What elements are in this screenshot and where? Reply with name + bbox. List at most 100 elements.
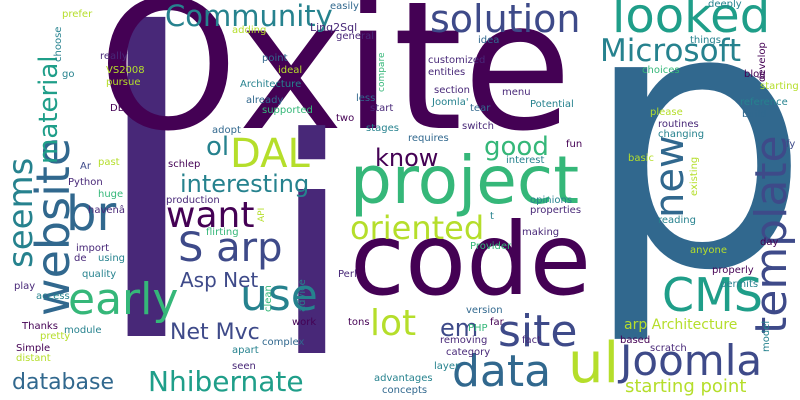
word-distant: distant: [16, 353, 51, 364]
word-pursue: pursue: [106, 77, 141, 88]
word-microsoft: Microsoft: [600, 33, 742, 69]
word-adopt: adopt: [212, 125, 241, 136]
word-choose: choose: [53, 26, 64, 62]
word-build: build: [742, 109, 767, 120]
word-menu: menu: [502, 87, 531, 98]
word-reading: reading: [658, 215, 696, 226]
word-linq2sql: Linq2Sql: [310, 21, 358, 34]
word-p: p: [582, 0, 800, 349]
word-routines: routines: [658, 119, 699, 130]
word-interesting: interesting: [180, 170, 310, 198]
word-production: production: [166, 195, 220, 206]
word-quality: quality: [82, 269, 117, 280]
word-l: l: [88, 0, 205, 400]
word-really: really: [100, 51, 128, 62]
word-ar: Ar: [80, 161, 91, 172]
word-scratch: scratch: [650, 343, 687, 354]
word-apart: apart: [232, 345, 259, 356]
word-oxite: Oxite: [98, 0, 573, 170]
word-python: Python: [68, 177, 103, 188]
word-existing: existing: [689, 156, 700, 196]
word-joomla: Joomla: [620, 336, 763, 385]
word-php: PHP: [468, 323, 488, 334]
word-advice: advice: [297, 279, 308, 312]
word-permits: permits: [720, 279, 759, 290]
word-develop: develop: [757, 42, 768, 82]
word-use: use: [240, 270, 318, 321]
word-net-mvc: Net Mvc: [170, 320, 260, 345]
word-br: br: [66, 186, 117, 242]
word-past: past: [98, 157, 120, 168]
word-asp-net: Asp Net: [180, 268, 259, 292]
word-section: section: [434, 85, 471, 96]
word-api: API: [257, 207, 267, 222]
word-switch: switch: [462, 121, 494, 132]
word-opinions: opinions: [530, 195, 573, 206]
word-properties: properties: [530, 205, 582, 216]
word-vs2008: VS2008: [106, 65, 145, 76]
word-fy: fy: [786, 139, 796, 150]
word-day: day: [760, 237, 779, 248]
word-blog: blog: [744, 69, 766, 80]
word-s-arp: S arp: [178, 225, 283, 271]
word-thanks: Thanks: [22, 321, 58, 332]
word-already: already: [246, 95, 284, 106]
word-seen: seen: [232, 361, 256, 372]
word-project: project: [350, 142, 580, 219]
word-lot: lot: [370, 303, 417, 344]
word-deeply: deeply: [708, 0, 742, 10]
word-work: work: [292, 317, 317, 328]
word-based: based: [620, 335, 651, 346]
word-choices: choices: [642, 65, 680, 76]
word-far: far: [490, 317, 504, 328]
word-less: less: [356, 93, 376, 104]
word-schlep: schlep: [168, 159, 201, 170]
word-making: making: [522, 227, 560, 238]
word-fact: fact: [522, 335, 542, 346]
word-using: using: [98, 253, 126, 264]
word-provider: Provider: [470, 241, 512, 252]
word-changing: changing: [658, 129, 705, 140]
word-customized: customized: [428, 55, 486, 66]
word-module: module: [64, 325, 102, 336]
word-supported: supported: [262, 105, 313, 116]
word-oriented: oriented: [350, 209, 485, 247]
word-properly: properly: [712, 265, 754, 276]
word-entities: entities: [428, 67, 466, 78]
word-version: version: [466, 305, 503, 316]
word-architecture: Architecture: [240, 79, 302, 90]
word-ol: ol: [206, 132, 230, 162]
word-huge: huge: [98, 189, 124, 200]
word-removing: removing: [440, 335, 488, 346]
word-starting: starting: [760, 81, 799, 92]
word-code: code: [350, 201, 592, 318]
word-joomla-apos: Joomla': [432, 97, 469, 108]
word-layer: layer: [434, 361, 460, 372]
word-seems: seems: [1, 157, 41, 268]
word-material: material: [34, 55, 64, 164]
word-tons: tons: [348, 317, 370, 328]
word-t: t: [490, 211, 494, 222]
word-de: de: [74, 253, 87, 264]
word-data: data: [452, 346, 552, 397]
word-start: start: [370, 103, 394, 114]
word-reference: reference: [740, 97, 788, 108]
word-db: DB: [110, 103, 125, 114]
word-please: please: [650, 107, 683, 118]
word-fun: fun: [566, 139, 583, 150]
word-easily: easily: [330, 1, 359, 12]
word-compare: compare: [377, 52, 387, 93]
word-play: play: [14, 281, 36, 292]
word-arp-architecture: arp Architecture: [624, 317, 738, 333]
word-pretty: pretty: [40, 331, 71, 342]
word-perl: Perl: [338, 269, 357, 280]
word-cms: CMS: [662, 268, 764, 322]
word-point: point: [262, 53, 288, 64]
word-stages: stages: [366, 123, 399, 134]
word-database: database: [12, 370, 114, 395]
word-simple: Simple: [16, 343, 51, 354]
word-advantages: advantages: [374, 373, 433, 384]
word-adding: adding: [232, 25, 267, 36]
word-concepts: concepts: [382, 385, 428, 396]
